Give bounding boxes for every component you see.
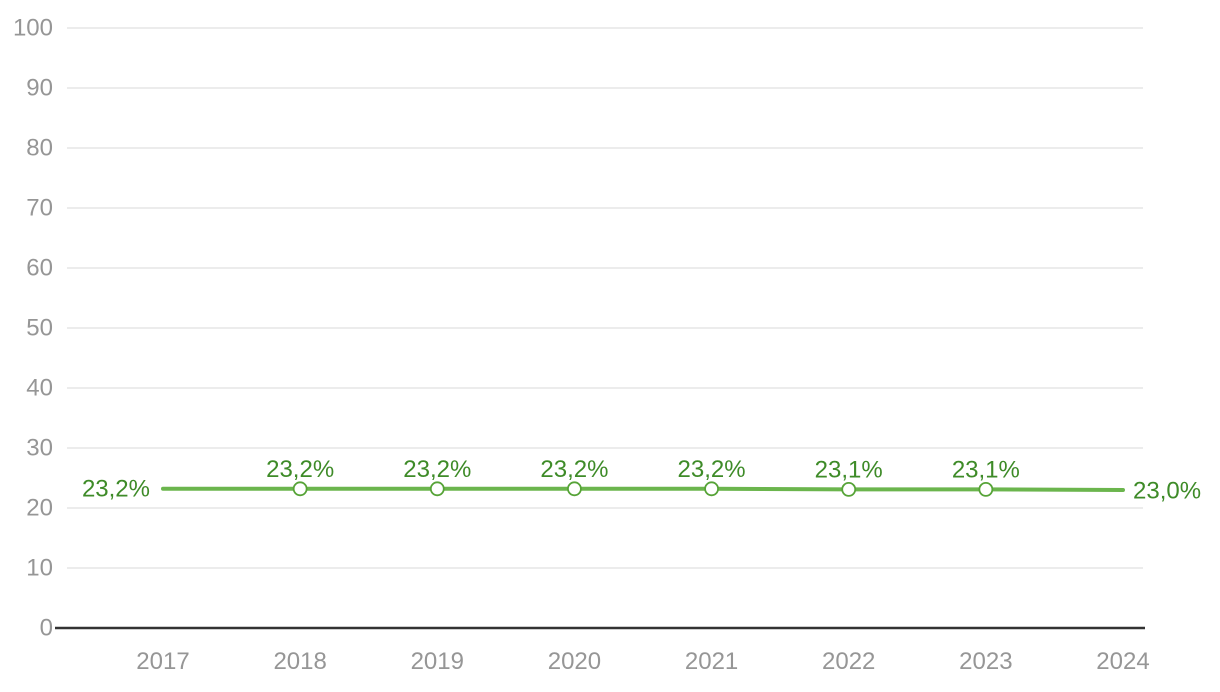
y-axis-tick-label: 60 <box>26 255 53 282</box>
data-label: 23,2% <box>678 456 746 483</box>
y-axis-tick-label: 40 <box>26 375 53 402</box>
data-point-marker <box>841 481 857 497</box>
data-point-marker <box>704 481 719 497</box>
y-axis-tick-label: 90 <box>26 75 53 102</box>
data-label: 23,1% <box>815 456 883 483</box>
y-axis-tick-label: 30 <box>26 435 53 462</box>
data-label: 23,1% <box>952 456 1020 483</box>
y-axis-tick-label: 10 <box>26 555 53 582</box>
data-point-marker <box>292 481 308 497</box>
x-axis-tick-label: 2023 <box>959 648 1012 675</box>
y-axis-tick-label: 80 <box>26 135 53 162</box>
data-point-marker <box>567 481 582 497</box>
y-axis-tick-label: 20 <box>26 495 53 522</box>
x-axis-tick-label: 2024 <box>1096 648 1149 675</box>
x-axis-tick-label: 2017 <box>136 648 189 675</box>
data-label: 23,2% <box>540 456 608 483</box>
y-axis-tick-label: 70 <box>26 195 53 222</box>
data-label: 23,2% <box>403 456 471 483</box>
data-label-first: 23,2% <box>82 475 150 502</box>
x-axis-tick-label: 2021 <box>685 648 738 675</box>
data-label-last: 23,0% <box>1133 478 1201 505</box>
data-point-marker <box>978 481 994 497</box>
series-line <box>161 486 1125 492</box>
data-label: 23,2% <box>266 456 334 483</box>
x-axis-tick-label: 2022 <box>822 648 875 675</box>
data-point-marker <box>429 481 445 497</box>
x-axis-tick-label: 2018 <box>273 648 326 675</box>
y-axis-tick-label: 0 <box>40 615 53 642</box>
y-axis-tick-label: 100 <box>13 15 53 42</box>
x-axis-tick-label: 2019 <box>411 648 464 675</box>
y-axis-tick-label: 50 <box>26 315 53 342</box>
x-axis-tick-label: 2020 <box>548 648 601 675</box>
